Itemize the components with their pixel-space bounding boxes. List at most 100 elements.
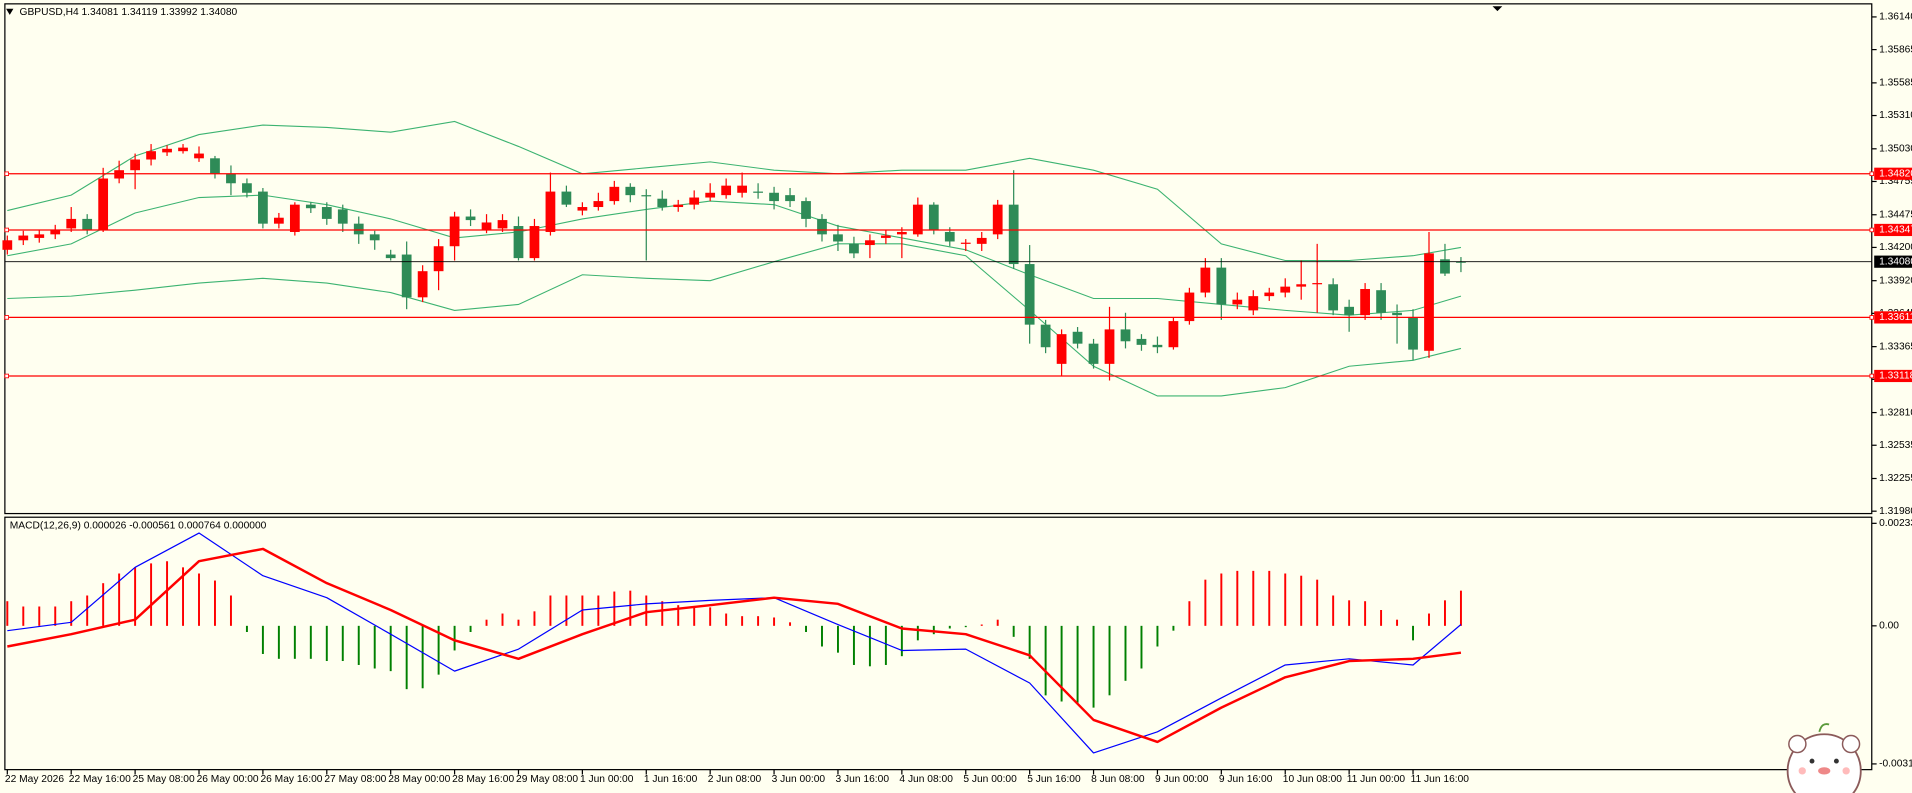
current-price-box xyxy=(1874,255,1912,268)
candle-body xyxy=(1200,267,1211,293)
candle-body xyxy=(881,235,891,238)
mascot-sticker xyxy=(1786,723,1862,793)
candle-body xyxy=(992,204,1003,235)
candle-body xyxy=(1376,290,1386,313)
candle-body xyxy=(1280,286,1291,293)
candle-body xyxy=(1056,334,1067,364)
x-tick-label: 26 May 00:00 xyxy=(197,774,259,785)
macd-line xyxy=(7,532,1462,754)
y-tick-label: 1.32535 xyxy=(1879,440,1912,451)
candle-body xyxy=(865,240,875,246)
x-tick-label: 11 Jun 00:00 xyxy=(1347,774,1406,785)
y-tick-label: 1.34755 xyxy=(1879,176,1912,187)
candle-body xyxy=(194,153,204,159)
candle-body xyxy=(928,204,939,230)
level-anchor xyxy=(1869,315,1875,320)
candle-body xyxy=(178,147,188,152)
candle-body xyxy=(817,218,827,235)
candle-body xyxy=(960,242,971,244)
candle-body xyxy=(1008,204,1019,265)
candle-body xyxy=(1360,289,1370,316)
current-price-label: 1.34080 xyxy=(1879,256,1912,267)
x-tick-label: 5 Jun 16:00 xyxy=(1027,774,1081,785)
candle-body xyxy=(673,204,684,208)
candle-body xyxy=(593,201,604,208)
level-label-box xyxy=(1874,167,1912,180)
y-tick-label: 1.32255 xyxy=(1879,473,1912,484)
candle-body xyxy=(976,237,987,244)
candle-body xyxy=(210,158,220,174)
level-anchor xyxy=(1869,171,1875,177)
macd-title: MACD(12,26,9) 0.000026 -0.000561 0.00076… xyxy=(10,520,267,531)
level-anchor xyxy=(4,315,9,320)
y-tick-label: 1.34475 xyxy=(1879,209,1912,220)
candle-body xyxy=(801,201,811,219)
candle-body xyxy=(481,222,492,230)
candle-body xyxy=(545,191,556,232)
candle-body xyxy=(912,204,923,235)
candle-body xyxy=(1040,324,1051,348)
candle-body xyxy=(577,207,588,211)
candle-body xyxy=(705,192,716,198)
y-tick-label: 1.36140 xyxy=(1879,12,1912,23)
candle-body xyxy=(449,216,460,247)
candle-body xyxy=(1456,261,1466,263)
candle-body xyxy=(513,226,524,259)
candle-body xyxy=(1296,284,1307,287)
candle-body xyxy=(369,234,380,241)
y-tick-label: 1.31980 xyxy=(1879,506,1912,517)
candle-body xyxy=(657,198,668,208)
candle-body xyxy=(1392,312,1402,316)
x-tick-label: 28 May 00:00 xyxy=(388,774,450,785)
x-tick-label: 8 Jun 08:00 xyxy=(1091,774,1145,785)
candle-body xyxy=(1248,296,1259,311)
candle-body xyxy=(833,234,843,242)
level-label-box xyxy=(1874,369,1912,383)
candle-body xyxy=(1152,344,1163,348)
candle-body xyxy=(321,207,332,219)
x-tick-label: 29 May 08:00 xyxy=(516,774,578,785)
y-tick-label: 0.00 xyxy=(1879,621,1899,632)
x-tick-label: 28 May 16:00 xyxy=(452,774,514,785)
x-tick-label: 26 May 16:00 xyxy=(260,774,322,785)
candle-body xyxy=(34,234,45,238)
y-tick-label: 1.33365 xyxy=(1879,341,1912,352)
candle-body xyxy=(721,185,732,196)
candle-body xyxy=(1136,338,1147,345)
candle-body xyxy=(1104,329,1115,364)
candle-body xyxy=(273,217,284,224)
x-tick-label: 1 Jun 00:00 xyxy=(580,774,634,785)
level-label: 1.33611 xyxy=(1879,312,1912,323)
candle-body xyxy=(1024,264,1035,325)
candle-body xyxy=(769,192,779,202)
candle-body xyxy=(609,186,620,202)
level-label: 1.34820 xyxy=(1879,168,1912,179)
x-tick-label: 3 Jun 00:00 xyxy=(772,774,826,785)
level-label: 1.34347 xyxy=(1879,225,1912,236)
candle-body xyxy=(785,195,795,202)
candle-body xyxy=(849,243,859,254)
candle-body xyxy=(433,246,444,272)
candle-body xyxy=(226,173,236,184)
bollinger-line xyxy=(7,243,1462,397)
candle-body xyxy=(50,229,61,235)
candle-body xyxy=(1344,306,1355,316)
candle-body xyxy=(305,204,316,209)
symbol-menu-arrow[interactable] xyxy=(6,8,14,15)
y-tick-label: 1.35585 xyxy=(1879,78,1912,89)
x-tick-label: 5 Jun 00:00 xyxy=(963,774,1017,785)
candle-body xyxy=(1424,253,1434,351)
candle-body xyxy=(417,271,428,298)
candle-body xyxy=(1072,331,1083,344)
bollinger-line xyxy=(7,194,1462,316)
candle-body xyxy=(353,223,364,235)
macd-panel xyxy=(4,516,1873,771)
candle-body xyxy=(162,148,172,153)
candle-body xyxy=(130,159,140,171)
candle-body xyxy=(1120,329,1131,342)
y-tick-label: 1.35030 xyxy=(1879,144,1912,155)
candle-body xyxy=(1408,317,1418,350)
candle-body xyxy=(2,240,13,250)
